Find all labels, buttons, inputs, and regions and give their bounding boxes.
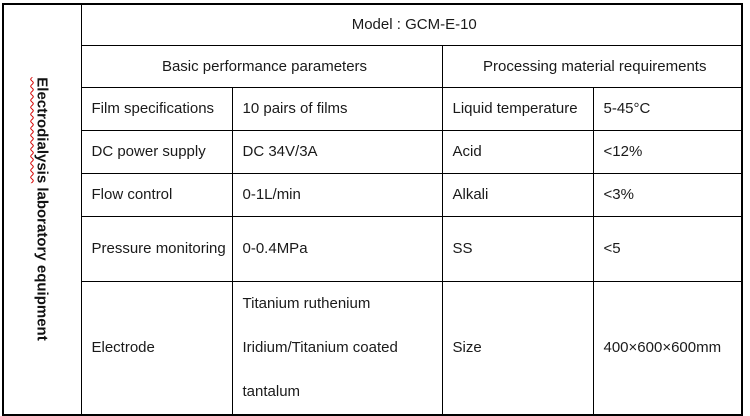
param-label-cell: Flow control	[80, 172, 233, 217]
table-row-model: Electrodialysis laboratory equipment Mod…	[2, 3, 743, 415]
table-row: Flow control 0-1L/min Alkali <3%	[3, 172, 743, 217]
table-row: Pressure monitoring 0-0.4MPa SS <5	[3, 215, 743, 282]
req-value-cell: 5-45°C	[592, 86, 743, 131]
req-label-cell: SS	[441, 215, 594, 282]
req-label-cell: Acid	[441, 129, 594, 174]
spec-table: Electrodialysis laboratory equipment Mod…	[2, 3, 743, 416]
param-label-cell: DC power supply	[80, 129, 233, 174]
vertical-title-rest: laboratory equipment	[33, 183, 51, 341]
param-value-cell: 0-1L/min	[231, 172, 443, 217]
req-value-cell: 400×600×600mm	[592, 280, 743, 415]
req-value-cell: <12%	[592, 129, 743, 174]
req-label-cell: Size	[441, 280, 594, 415]
req-label-cell: Alkali	[441, 172, 594, 217]
req-value-cell: <3%	[592, 172, 743, 217]
req-label-cell: Liquid temperature	[441, 86, 594, 131]
vertical-title-word-underlined: Electrodialysis	[33, 77, 51, 184]
param-value-cell: 10 pairs of films	[231, 86, 443, 131]
group-header-basic-performance: Basic performance parameters	[80, 44, 443, 88]
table-row-group-headers: Basic performance parameters Processing …	[3, 44, 743, 88]
param-value-cell: Titanium ruthenium Iridium/Titanium coat…	[231, 280, 443, 415]
param-label-cell: Electrode	[80, 280, 233, 415]
vertical-title-cell: Electrodialysis laboratory equipment	[2, 3, 82, 415]
group-header-processing-material: Processing material requirements	[441, 44, 743, 88]
table-row: DC power supply DC 34V/3A Acid <12%	[3, 129, 743, 174]
param-value-cell: 0-0.4MPa	[231, 215, 443, 282]
req-value-cell: <5	[592, 215, 743, 282]
param-label-cell: Film specifications	[80, 86, 233, 131]
param-label-cell: Pressure monitoring	[80, 215, 233, 282]
vertical-title: Electrodialysis laboratory equipment	[34, 78, 51, 341]
param-value-cell: DC 34V/3A	[231, 129, 443, 174]
table-row: Film specifications 10 pairs of films Li…	[3, 86, 743, 131]
model-header-cell: Model : GCM-E-10	[80, 3, 743, 46]
table-row: Electrode Titanium ruthenium Iridium/Tit…	[3, 280, 743, 415]
